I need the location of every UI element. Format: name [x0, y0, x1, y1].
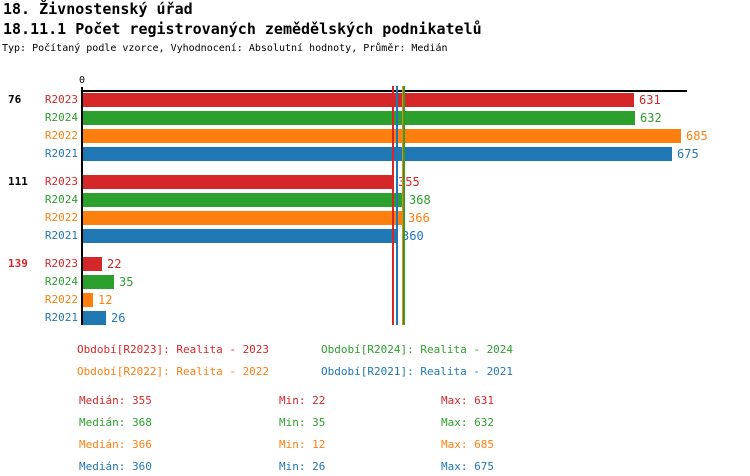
bar-value-label: 360 — [402, 229, 424, 243]
bar-series-label: R2023 — [44, 175, 78, 188]
bar — [83, 175, 393, 189]
stat-median: Medián: 368 — [79, 416, 152, 429]
bar-value-label: 12 — [98, 293, 113, 307]
legend-item: Období[R2024]: Realita - 2024 — [321, 343, 514, 356]
stat-min: Min: 35 — [279, 416, 326, 429]
bar-value-label: 35 — [119, 275, 134, 289]
bar-series-label: R2021 — [44, 147, 78, 160]
bar-value-label: 366 — [408, 211, 430, 225]
bar-series-label: R2024 — [44, 193, 78, 206]
indicator-title: 18.11.1 Počet registrovaných zemědělskýc… — [3, 20, 482, 38]
bar-value-label: 632 — [640, 111, 662, 125]
bar — [83, 293, 93, 307]
legend-item: Období[R2021]: Realita - 2021 — [321, 365, 514, 378]
stat-max: Max: 675 — [441, 460, 494, 473]
legend-item: Období[R2023]: Realita - 2023 — [77, 343, 270, 356]
median-line — [403, 86, 405, 325]
bar-series-label: R2021 — [44, 229, 78, 242]
bar — [83, 147, 672, 161]
bar-series-label: R2022 — [44, 129, 78, 142]
bar — [83, 111, 635, 125]
bar-series-label: R2021 — [44, 311, 78, 324]
bar-value-label: 26 — [111, 311, 126, 325]
stat-median: Medián: 366 — [79, 438, 152, 451]
bar-series-label: R2023 — [44, 93, 78, 106]
bar-value-label: 368 — [409, 193, 431, 207]
chart-group-label: 139 — [8, 257, 28, 270]
page-title: 18. Živnostenský úřad — [3, 0, 193, 18]
stat-median: Medián: 355 — [79, 394, 152, 407]
bar-value-label: 685 — [686, 129, 708, 143]
bar-series-label: R2022 — [44, 293, 78, 306]
x-axis-zero-label: 0 — [78, 75, 86, 86]
indicator-meta: Typ: Počítaný podle vzorce, Vyhodnocení:… — [2, 43, 448, 54]
chart-group-label: 111 — [8, 175, 28, 188]
bar — [83, 311, 106, 325]
bar-value-label: 631 — [639, 93, 661, 107]
median-line — [396, 86, 398, 325]
median-line — [392, 86, 394, 325]
bar-series-label: R2022 — [44, 211, 78, 224]
legend-item: Období[R2022]: Realita - 2022 — [77, 365, 270, 378]
bar-series-label: R2024 — [44, 111, 78, 124]
stat-min: Min: 26 — [279, 460, 326, 473]
bar — [83, 275, 114, 289]
chart-group-label: 76 — [8, 93, 22, 106]
bar — [83, 257, 102, 271]
bar-series-label: R2024 — [44, 275, 78, 288]
stat-min: Min: 22 — [279, 394, 326, 407]
bar — [83, 93, 634, 107]
bar-value-label: 675 — [677, 147, 699, 161]
bar-series-label: R2023 — [44, 257, 78, 270]
stat-max: Max: 685 — [441, 438, 494, 451]
stat-median: Medián: 360 — [79, 460, 152, 473]
bar — [83, 229, 397, 243]
stat-max: Max: 631 — [441, 394, 494, 407]
x-axis-line — [81, 90, 687, 92]
bar — [83, 193, 404, 207]
stat-min: Min: 12 — [279, 438, 326, 451]
bar — [83, 129, 681, 143]
y-axis-line — [81, 87, 83, 325]
stat-max: Max: 632 — [441, 416, 494, 429]
bar-value-label: 22 — [107, 257, 122, 271]
bar — [83, 211, 403, 225]
